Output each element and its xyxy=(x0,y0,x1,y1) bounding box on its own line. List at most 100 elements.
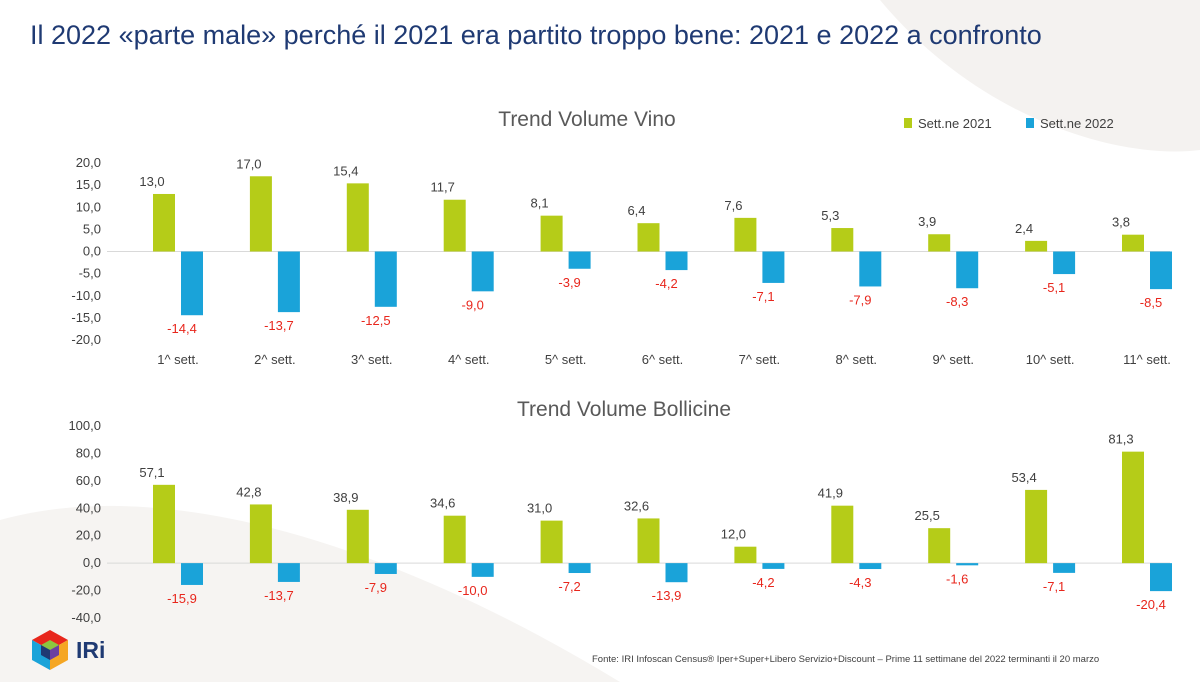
bar-label-2022: -13,9 xyxy=(652,588,682,603)
y-tick-label: -20,0 xyxy=(71,583,101,598)
bar-label-2021: 42,8 xyxy=(236,484,261,499)
logo-text: IRi xyxy=(76,636,106,663)
bar-2021 xyxy=(831,228,854,252)
bar-label-2022: -9,0 xyxy=(461,297,483,312)
bar-label-2022: -10,0 xyxy=(458,583,488,598)
iri-logo-icon xyxy=(32,630,68,670)
y-tick-label: 80,0 xyxy=(76,445,101,460)
bar-label-2022: -20,4 xyxy=(1136,597,1166,612)
background-shape xyxy=(880,0,1200,152)
bar-label-2022: -7,1 xyxy=(752,289,774,304)
bar-2022 xyxy=(181,563,203,585)
x-category-label: 5^ sett. xyxy=(545,352,587,367)
y-tick-label: 0,0 xyxy=(83,244,101,259)
bar-label-2022: -13,7 xyxy=(264,588,294,603)
legend-label-2022: Sett.ne 2022 xyxy=(1040,116,1114,131)
bar-2021 xyxy=(346,183,369,252)
bar-label-2022: -7,2 xyxy=(558,579,580,594)
bar-2021 xyxy=(153,484,175,564)
iri-logo: IRi xyxy=(30,628,105,672)
bar-2022 xyxy=(762,251,785,283)
bar-2021 xyxy=(928,528,951,564)
bar-label-2022: -5,1 xyxy=(1043,280,1065,295)
bar-label-2022: -4,3 xyxy=(849,575,871,590)
y-tick-label: 10,0 xyxy=(76,199,101,214)
bar-label-2021: 53,4 xyxy=(1011,470,1036,485)
legend-swatch-2021 xyxy=(904,118,912,128)
bar-2022 xyxy=(665,251,688,271)
bar-label-2021: 15,4 xyxy=(333,163,358,178)
y-tick-label: -40,0 xyxy=(71,610,101,625)
bar-label-2022: -1,6 xyxy=(946,571,968,586)
chart-title: Trend Volume Vino xyxy=(498,108,675,131)
bar-label-2021: 11,7 xyxy=(431,180,455,195)
bar-label-2022: -12,5 xyxy=(361,313,391,328)
y-tick-label: -20,0 xyxy=(71,332,101,347)
bar-label-2021: 38,9 xyxy=(333,490,358,505)
bar-2022 xyxy=(374,563,397,574)
bar-2021 xyxy=(637,223,660,252)
bar-2021 xyxy=(734,546,757,564)
bar-label-2021: 3,9 xyxy=(918,214,936,229)
y-tick-label: 40,0 xyxy=(76,500,101,515)
bar-2022 xyxy=(471,251,494,292)
bar-label-2022: -7,9 xyxy=(365,580,387,595)
bar-2021 xyxy=(443,199,466,252)
y-tick-label: 15,0 xyxy=(76,177,101,192)
x-category-label: 10^ sett. xyxy=(1026,352,1075,367)
y-tick-label: 20,0 xyxy=(76,155,101,170)
bar-2022 xyxy=(956,251,979,289)
bar-2021 xyxy=(831,505,854,564)
x-category-label: 6^ sett. xyxy=(642,352,684,367)
bar-label-2022: -15,9 xyxy=(167,591,197,606)
bar-label-2022: -8,3 xyxy=(946,294,968,309)
y-tick-label: -10,0 xyxy=(71,288,101,303)
bar-label-2021: 3,8 xyxy=(1112,215,1130,230)
bar-2021 xyxy=(1122,234,1144,252)
bar-2021 xyxy=(443,515,466,564)
chart-bollicine: Trend Volume Bollicine 100,0 80,0 60,0 40,0 2… xyxy=(68,398,1172,625)
y-tick-label: 0,0 xyxy=(83,555,101,570)
bar-2021 xyxy=(249,176,272,252)
page-title: Il 2022 «parte male» perché il 2021 era … xyxy=(30,20,1042,50)
bar-2022 xyxy=(568,563,591,574)
bar-2022 xyxy=(956,563,979,566)
bar-2021 xyxy=(1025,240,1048,252)
source-note: Fonte: IRI Infoscan Census® Iper+Super+L… xyxy=(592,654,1100,665)
bar-2022 xyxy=(471,563,494,577)
y-tick-label: 60,0 xyxy=(76,473,101,488)
bar-label-2022: -14,4 xyxy=(167,321,197,336)
bar-label-2021: 5,3 xyxy=(821,208,839,223)
chart-title: Trend Volume Bollicine xyxy=(517,398,731,421)
y-tick-label: 20,0 xyxy=(76,528,101,543)
bar-label-2021: 6,4 xyxy=(627,203,645,218)
x-category-label: 2^ sett. xyxy=(254,352,296,367)
bar-2021 xyxy=(734,217,757,252)
bar-2022 xyxy=(762,563,785,569)
bar-label-2021: 13,0 xyxy=(139,174,164,189)
x-category-label: 1^ sett. xyxy=(157,352,199,367)
bar-label-2021: 8,1 xyxy=(531,196,549,211)
bar-label-2021: 7,6 xyxy=(724,198,742,213)
legend-swatch-2022 xyxy=(1026,118,1034,128)
bar-2022 xyxy=(859,251,882,287)
bar-label-2021: 57,1 xyxy=(139,465,164,480)
bar-label-2021: 2,4 xyxy=(1015,221,1033,236)
bar-2022 xyxy=(181,251,203,316)
bar-label-2022: -7,1 xyxy=(1043,579,1065,594)
bar-label-2022: -7,9 xyxy=(849,292,871,307)
bar-2022 xyxy=(1053,251,1076,275)
bar-2021 xyxy=(1122,451,1144,564)
legend-label-2021: Sett.ne 2021 xyxy=(918,116,992,131)
bar-2022 xyxy=(568,251,591,269)
bar-label-2022: -8,5 xyxy=(1140,295,1162,310)
y-tick-label: -5,0 xyxy=(79,266,101,281)
bar-2021 xyxy=(928,234,951,252)
bar-label-2021: 32,6 xyxy=(624,498,649,513)
bar-label-2021: 41,9 xyxy=(818,486,843,501)
bar-2022 xyxy=(665,563,688,583)
bar-label-2021: 25,5 xyxy=(915,508,940,523)
bar-2021 xyxy=(540,520,563,564)
x-category-label: 7^ sett. xyxy=(739,352,781,367)
